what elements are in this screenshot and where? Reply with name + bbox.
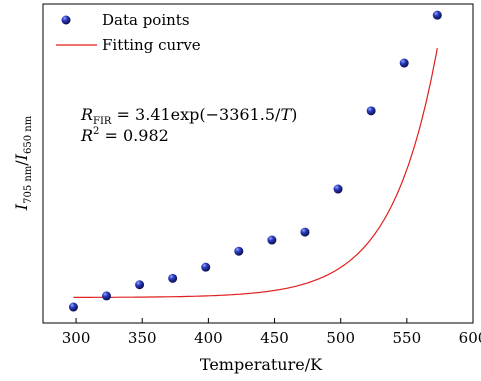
fit-equation: RFIR = 3.41exp(−3361.5/T) bbox=[80, 105, 297, 127]
data-point bbox=[300, 227, 310, 237]
data-point bbox=[135, 280, 145, 290]
x-tick-label: 400 bbox=[194, 329, 223, 347]
data-points bbox=[68, 10, 442, 312]
fitting-curve bbox=[73, 47, 438, 298]
data-point bbox=[366, 106, 376, 116]
data-point bbox=[399, 58, 409, 68]
plot-frame bbox=[42, 3, 474, 324]
x-tick-label: 450 bbox=[260, 329, 289, 347]
x-tick-label: 500 bbox=[326, 329, 355, 347]
data-point bbox=[333, 184, 343, 194]
x-tick-label: 350 bbox=[128, 329, 157, 347]
x-axis-tick-labels: 300 350 400 450 500 550 600 bbox=[62, 329, 481, 347]
x-tick-label: 300 bbox=[62, 329, 91, 347]
legend-marker-data-points bbox=[61, 15, 71, 25]
legend-label-data-points: Data points bbox=[102, 11, 190, 29]
data-point bbox=[201, 262, 211, 272]
data-point bbox=[234, 246, 244, 256]
data-point bbox=[267, 235, 277, 245]
x-tick-label: 550 bbox=[393, 329, 422, 347]
data-point bbox=[432, 10, 442, 20]
data-point bbox=[102, 291, 112, 301]
x-tick-label: 600 bbox=[459, 329, 481, 347]
y-axis-label: I705 nm/I650 nm bbox=[12, 115, 34, 211]
x-axis-label: Temperature/K bbox=[200, 355, 323, 374]
legend-label-fitting-curve: Fitting curve bbox=[102, 36, 201, 54]
r-squared: R2 = 0.982 bbox=[80, 126, 169, 145]
x-axis-ticks bbox=[75, 318, 474, 323]
legend: Data points Fitting curve bbox=[56, 11, 201, 54]
data-point bbox=[168, 273, 178, 283]
data-point bbox=[68, 302, 78, 312]
